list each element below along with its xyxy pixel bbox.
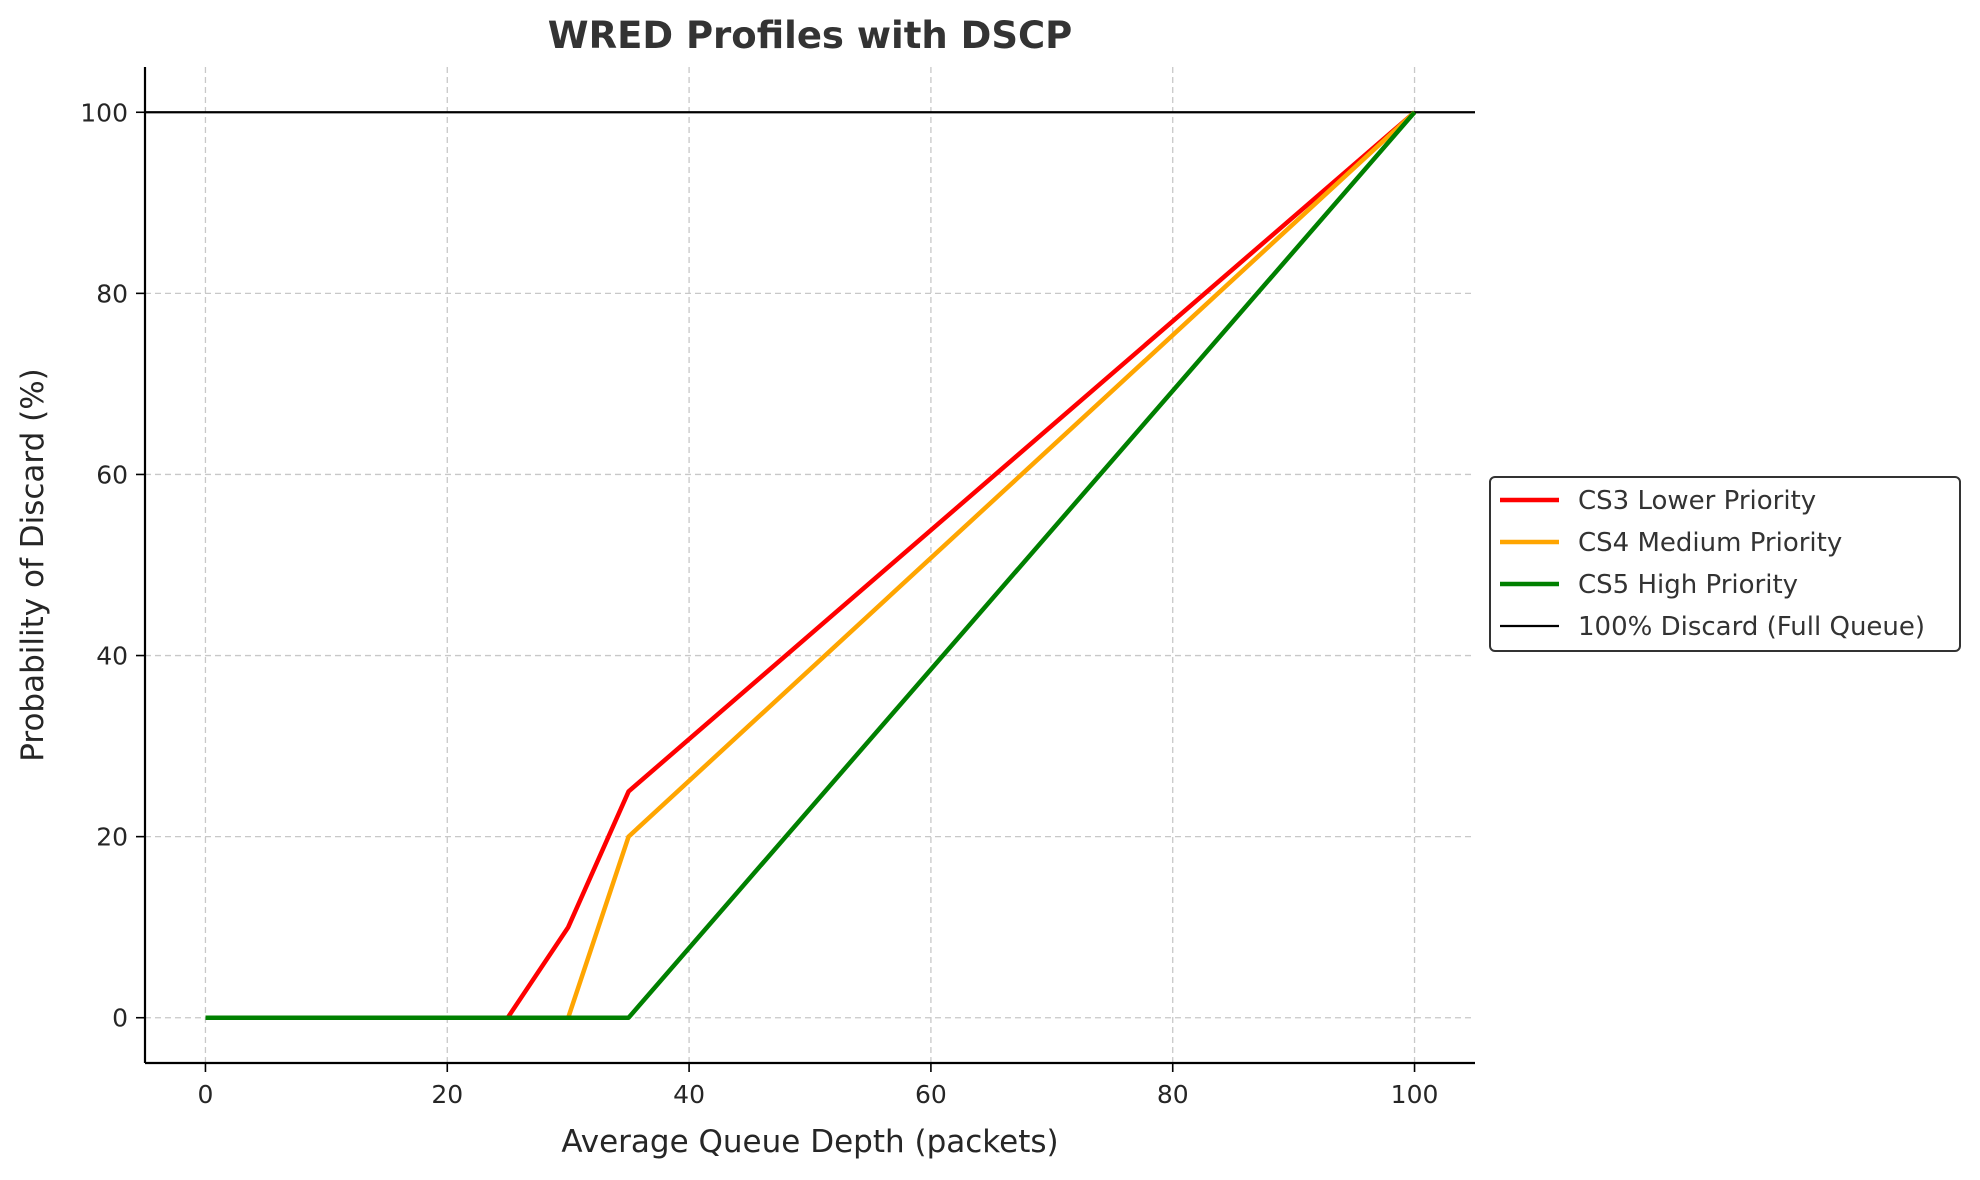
chart-title: WRED Profiles with DSCP [548, 14, 1072, 57]
series-line-1 [205, 110, 1416, 1020]
y-tick-label: 100 [80, 98, 128, 127]
series-layer [145, 110, 1475, 1020]
legend-label: CS4 Medium Priority [1578, 528, 1842, 558]
y-tick-label: 0 [112, 1004, 128, 1033]
legend: CS3 Lower Priority CS4 Medium Priority CS5… [1489, 476, 1961, 652]
x-tick-label: 80 [1157, 1080, 1189, 1109]
x-tick-label: 0 [198, 1080, 214, 1109]
legend-label: CS3 Lower Priority [1578, 486, 1816, 516]
legend-items: CS3 Lower Priority CS4 Medium Priority CS5… [1500, 486, 1925, 642]
series-line-3 [205, 110, 1417, 1020]
x-tick-label: 60 [915, 1080, 947, 1109]
y-tick-label: 20 [96, 823, 128, 852]
legend-label: CS5 High Priority [1578, 570, 1798, 600]
x-tick-label: 20 [431, 1080, 463, 1109]
y-ticks: 0 20 40 60 80 100 [80, 98, 145, 1033]
x-axis-label: Average Queue Depth (packets) [561, 1124, 1058, 1160]
grid-layer [145, 67, 1475, 1063]
x-tick-label: 100 [1391, 1080, 1439, 1109]
series-line-2 [205, 110, 1417, 1020]
x-ticks: 0 20 40 60 80 100 [198, 1063, 1439, 1109]
y-axis-label: Probability of Discard (%) [15, 368, 51, 762]
legend-label: 100% Discard (Full Queue) [1578, 612, 1925, 642]
x-tick-label: 40 [673, 1080, 705, 1109]
y-tick-label: 80 [96, 279, 128, 308]
axes-layer [143, 67, 1475, 1065]
y-tick-label: 40 [96, 642, 128, 671]
y-tick-label: 60 [96, 460, 128, 489]
legend-frame [1489, 476, 1961, 652]
